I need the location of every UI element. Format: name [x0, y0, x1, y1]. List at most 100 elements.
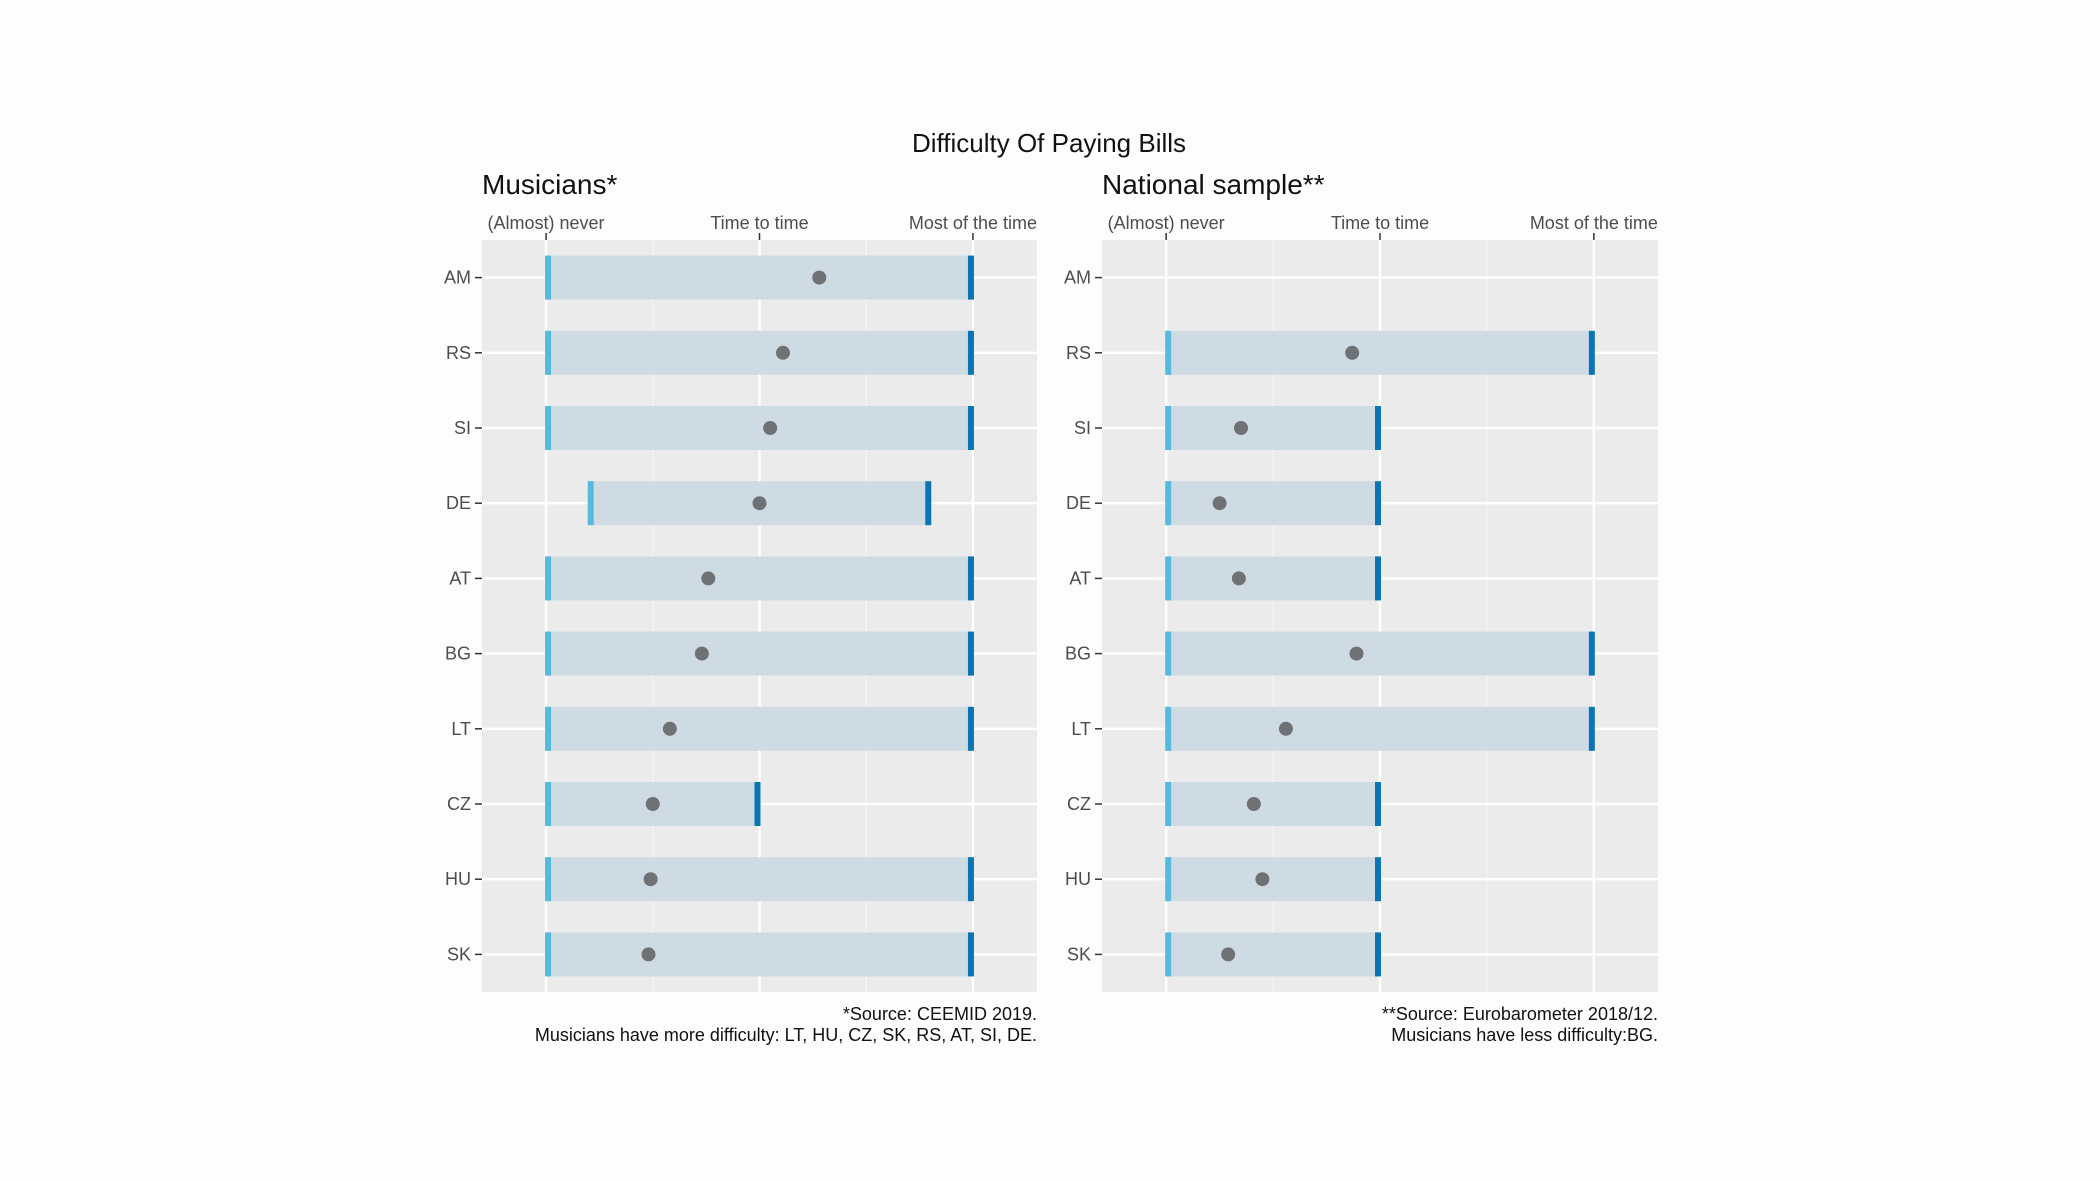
range-bar: [546, 857, 973, 902]
y-tick-label: RS: [446, 343, 471, 363]
range-max-marker: [967, 406, 974, 450]
range-bar: [1166, 631, 1594, 676]
range-min-marker: [545, 706, 552, 751]
y-tick-label: RS: [1066, 343, 1091, 363]
range-max-marker: [925, 481, 932, 526]
x-tick-label: Most of the time: [909, 213, 1037, 233]
y-tick-label: AM: [1064, 268, 1091, 288]
range-max-marker: [1588, 330, 1595, 375]
y-tick-label: LT: [1071, 719, 1091, 739]
range-max-marker: [1375, 406, 1381, 450]
panel-national-sample: AM RS SI DE AT BG LT CZ HU SK (Almost) never Time t…: [1064, 169, 1658, 1045]
range-min-marker: [1165, 481, 1172, 526]
mean-point: [775, 345, 790, 360]
range-min-marker: [1165, 932, 1172, 977]
range-bar: [546, 255, 973, 300]
range-max-marker: [754, 782, 761, 826]
range-max-marker: [1375, 932, 1381, 977]
y-tick-label: DE: [1066, 493, 1091, 513]
mean-point: [752, 496, 767, 511]
range-max-marker: [1588, 631, 1595, 676]
range-min-marker: [545, 330, 552, 375]
range-min-marker: [1165, 556, 1172, 601]
mean-point: [701, 571, 716, 586]
y-tick-label: BG: [1065, 644, 1091, 664]
caption-line: Musicians have less difficulty:BG.: [1391, 1025, 1658, 1045]
range-min-marker: [545, 932, 552, 977]
y-tick-label: CZ: [447, 794, 471, 814]
range-min-marker: [545, 857, 552, 902]
range-bar: [1166, 706, 1594, 751]
mean-point: [1212, 496, 1227, 511]
range-max-marker: [1375, 782, 1381, 826]
caption-line: *Source: CEEMID 2019.: [843, 1004, 1037, 1024]
mean-point: [1345, 345, 1360, 360]
mean-point: [694, 646, 709, 661]
mean-point: [641, 947, 656, 962]
range-min-marker: [1165, 631, 1172, 676]
y-tick-label: AT: [1069, 568, 1091, 588]
panel-title: Musicians*: [482, 169, 617, 200]
range-bar: [546, 706, 973, 751]
caption-line: **Source: Eurobarometer 2018/12.: [1382, 1004, 1658, 1024]
range-min-marker: [545, 255, 552, 300]
range-max-marker: [1375, 857, 1381, 902]
y-tick-label: AT: [449, 568, 471, 588]
range-bar: [1166, 481, 1380, 526]
caption-line: Musicians have more difficulty: LT, HU, …: [535, 1025, 1037, 1045]
range-min-marker: [1165, 406, 1172, 450]
range-max-marker: [967, 706, 974, 751]
range-bar: [1166, 406, 1380, 450]
figure-title: Difficulty Of Paying Bills: [912, 128, 1186, 158]
range-bar: [546, 406, 973, 450]
mean-point: [1231, 571, 1246, 586]
y-tick-label: SK: [447, 944, 471, 964]
x-tick-label: Time to time: [1331, 213, 1429, 233]
y-tick-label: BG: [445, 644, 471, 664]
range-max-marker: [967, 932, 974, 977]
range-bar: [1166, 932, 1380, 977]
y-tick-label: AM: [444, 268, 471, 288]
x-tick-label: (Almost) never: [1108, 213, 1225, 233]
range-bar: [1166, 330, 1594, 375]
range-max-marker: [1588, 706, 1595, 751]
range-max-marker: [1375, 481, 1381, 526]
range-min-marker: [1165, 706, 1172, 751]
range-bar: [546, 330, 973, 375]
range-min-marker: [545, 782, 552, 826]
range-min-marker: [545, 406, 552, 450]
mean-point: [1246, 797, 1261, 811]
y-tick-label: SK: [1067, 944, 1091, 964]
mean-point: [1234, 421, 1248, 435]
x-tick-label: Most of the time: [1530, 213, 1658, 233]
y-tick-label: SI: [454, 418, 471, 438]
range-max-marker: [967, 330, 974, 375]
range-min-marker: [1165, 782, 1172, 826]
range-max-marker: [967, 255, 974, 300]
x-tick-label: Time to time: [710, 213, 808, 233]
x-tick-label: (Almost) never: [488, 213, 605, 233]
mean-point: [645, 797, 660, 811]
range-bar: [546, 932, 973, 977]
range-min-marker: [545, 556, 552, 601]
panel-title: National sample**: [1102, 169, 1325, 200]
range-max-marker: [967, 857, 974, 902]
mean-point: [1278, 721, 1293, 736]
range-min-marker: [545, 631, 552, 676]
mean-point: [1349, 646, 1364, 661]
mean-point: [662, 721, 677, 736]
range-bar: [1166, 857, 1380, 902]
mean-point: [643, 872, 658, 887]
mean-point: [812, 270, 827, 285]
range-max-marker: [967, 556, 974, 601]
range-bar: [1166, 782, 1380, 826]
y-tick-label: LT: [451, 719, 471, 739]
y-tick-label: DE: [446, 493, 471, 513]
range-bar: [546, 631, 973, 676]
y-tick-label: CZ: [1067, 794, 1091, 814]
range-min-marker: [587, 481, 594, 526]
range-max-marker: [1375, 556, 1381, 601]
y-tick-label: HU: [1065, 869, 1091, 889]
mean-point: [763, 421, 778, 435]
